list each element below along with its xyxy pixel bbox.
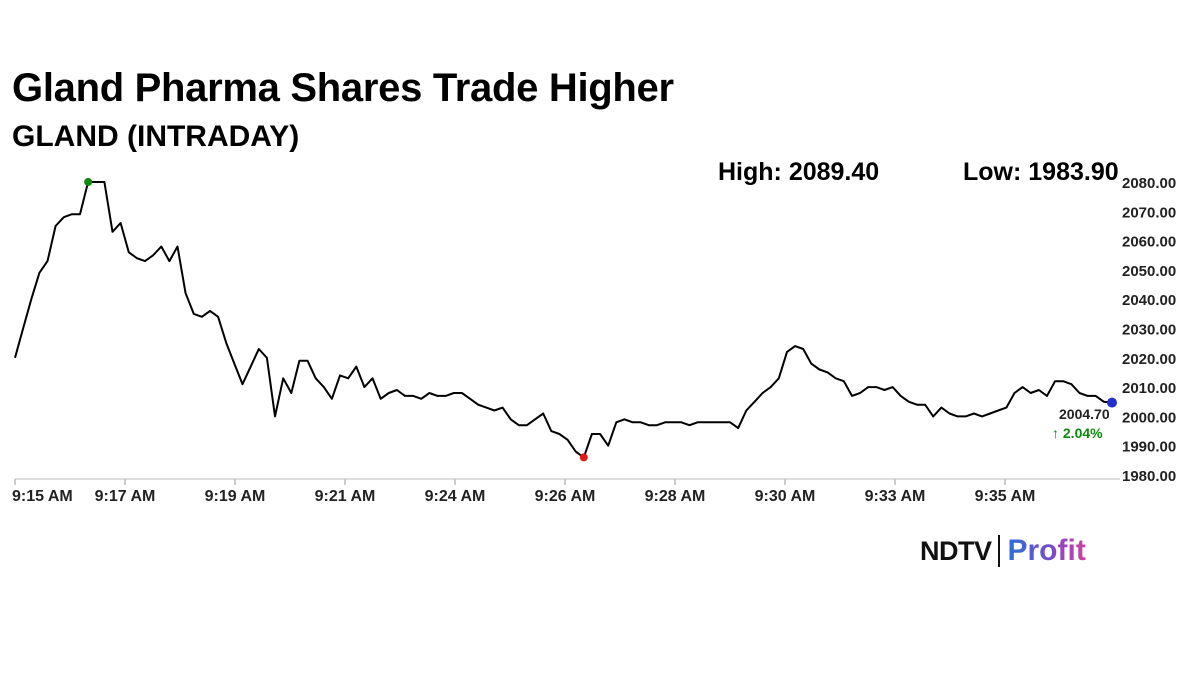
- x-axis: 9:15 AM 9:17 AM 9:19 AM 9:21 AM 9:24 AM 9:26 …: [12, 479, 1035, 505]
- low-point-marker: [579, 453, 588, 462]
- x-tick-label: 9:24 AM: [425, 488, 486, 505]
- y-tick-label: 2070.00: [1122, 204, 1176, 221]
- y-axis: 2080.00 2070.00 2060.00 2050.00 2040.00 2030.…: [1122, 175, 1176, 485]
- x-tick-label: 9:19 AM: [205, 488, 266, 505]
- logo-product-text: Profit: [1007, 534, 1086, 567]
- y-tick-label: 2010.00: [1122, 380, 1176, 397]
- y-tick-label: 2000.00: [1122, 409, 1176, 426]
- chart-title: Gland Pharma Shares Trade Higher: [12, 66, 674, 110]
- ndtv-profit-logo: NDTV Profit: [920, 534, 1086, 568]
- x-tick-label: 9:28 AM: [645, 488, 706, 505]
- x-tick-label: 9:17 AM: [95, 488, 156, 505]
- high-point-marker: [84, 178, 93, 186]
- y-tick-label: 2030.00: [1122, 322, 1176, 339]
- y-tick-label: 1990.00: [1122, 439, 1176, 456]
- x-tick-label: 9:30 AM: [755, 488, 816, 505]
- y-tick-label: 1980.00: [1122, 468, 1176, 485]
- x-tick-label: 9:21 AM: [315, 488, 376, 505]
- last-price-label: 2004.70: [1059, 406, 1110, 422]
- x-tick-label: 9:33 AM: [865, 488, 926, 505]
- day-low-label: Low: 1983.90: [963, 158, 1119, 186]
- logo-divider: [997, 535, 1000, 567]
- chart-subtitle: GLAND (INTRADAY): [12, 120, 300, 153]
- x-tick-label: 9:35 AM: [975, 488, 1036, 505]
- price-series-line: [14, 181, 1113, 459]
- x-tick-label: 9:26 AM: [535, 488, 596, 505]
- y-tick-label: 2040.00: [1122, 292, 1176, 309]
- change-percent-label: ↑ 2.04%: [1052, 425, 1103, 441]
- x-tick-label: 9:15 AM: [12, 488, 73, 505]
- logo-brand-text: NDTV: [920, 535, 992, 566]
- day-high-label: High: 2089.40: [718, 158, 880, 186]
- last-point-marker: [1107, 397, 1117, 408]
- y-tick-label: 2080.00: [1122, 175, 1176, 192]
- y-tick-label: 2060.00: [1122, 234, 1176, 251]
- y-tick-label: 2050.00: [1122, 263, 1176, 280]
- y-tick-label: 2020.00: [1122, 351, 1176, 368]
